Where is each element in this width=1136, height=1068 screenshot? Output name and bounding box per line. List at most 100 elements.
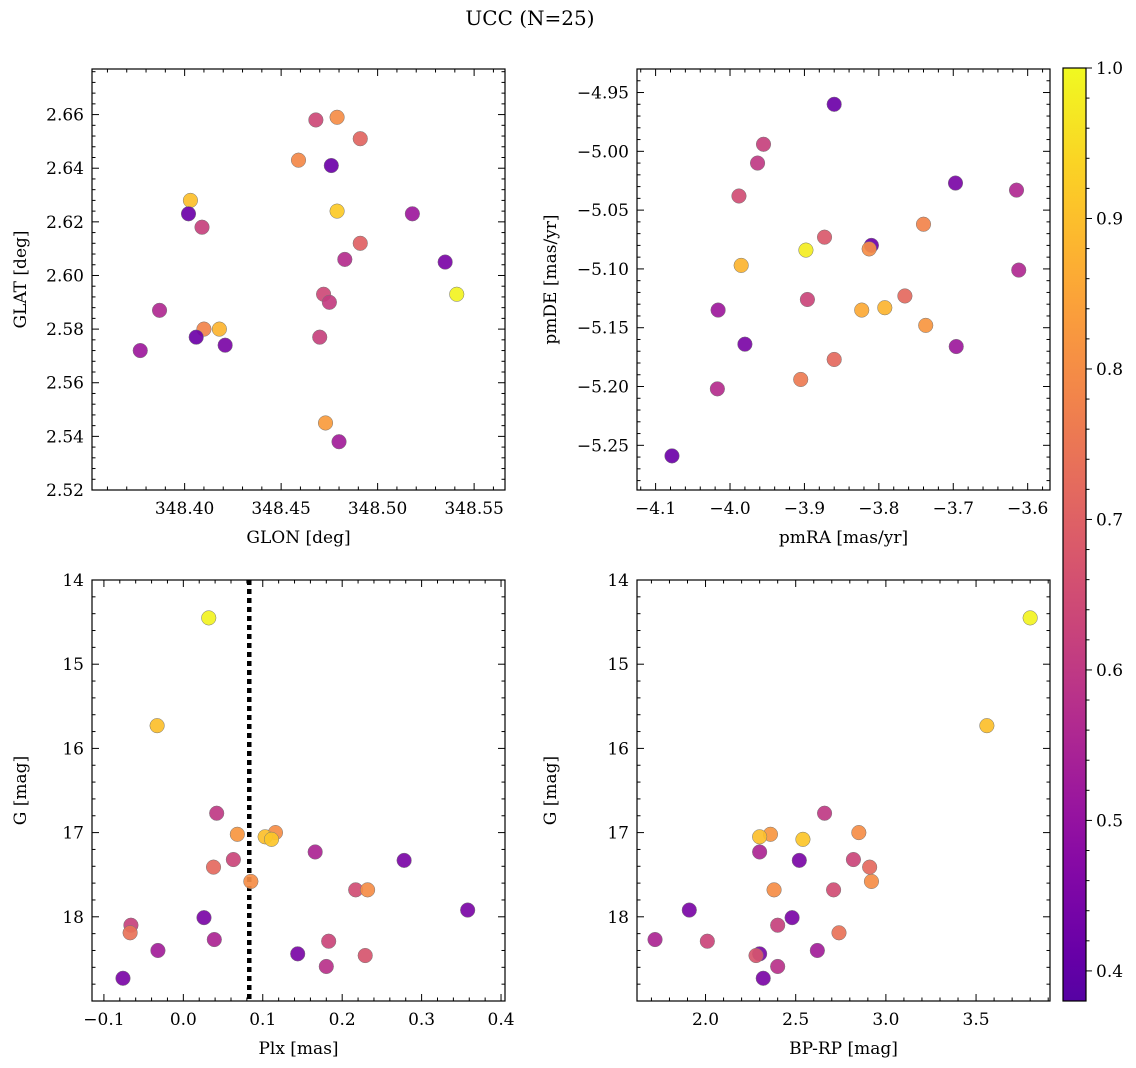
y-tick-label: −4.95 [577,84,629,104]
data-point [861,241,877,257]
y-tick-label: 2.64 [46,159,84,179]
data-point [323,157,339,174]
data-point [307,844,323,860]
y-tick-label: 16 [607,739,629,759]
y-tick-label: 16 [62,739,84,759]
x-tick-label: −4.0 [709,499,750,519]
colorbar-tick-label: 0.7 [1096,510,1123,530]
x-tick-label: 3.0 [872,1010,899,1030]
data-point [149,718,165,734]
y-tick-label: 2.54 [46,427,84,447]
scatter-panel-3: −0.1 0.0 0.1 0.2 0.3 0.4 14 15 16 17 18 Plx [mas] G … [11,571,515,1059]
data-point [863,873,880,889]
data-point [799,291,815,308]
axes-frame [636,579,1051,1002]
data-point [209,805,225,821]
data-point [211,321,227,337]
data-point [263,831,280,847]
y-tick-label: 18 [607,908,629,928]
x-axis-label: BP-RP [mag] [789,1039,898,1059]
x-axis-label: GLON [deg] [246,528,350,548]
data-point [404,206,420,222]
x-tick-label: 0.1 [249,1010,276,1030]
scatter-panel-4: 2.0 2.5 3.0 3.5 14 15 16 17 18 BP-RP [mag] G [mag] [541,571,1051,1059]
x-tick-label: 348.50 [348,499,407,519]
y-tick-label: 15 [607,655,629,675]
data-point [918,317,934,333]
y-tick-label: 17 [607,824,629,844]
data-point [329,203,345,219]
colorbar-tick-label: 0.4 [1096,962,1123,982]
y-tick-label: −5.10 [577,260,629,280]
data-point [229,826,245,842]
y-tick-label: 14 [607,571,629,591]
data-point [770,917,786,933]
data-point [196,910,212,926]
data-point [851,825,867,841]
data-point [206,931,222,948]
data-point [352,131,368,147]
data-point [1011,262,1027,278]
y-tick-label: 2.56 [46,374,84,394]
x-tick-label: 348.40 [155,499,214,519]
data-point [681,902,697,918]
y-tick-label: 2.62 [46,213,84,233]
data-point [122,925,138,941]
data-point [460,902,476,918]
data-point [854,302,870,318]
y-tick-label: 17 [62,824,84,844]
y-axis-label: GLAT [deg] [11,230,31,328]
data-point [437,254,453,270]
data-point [217,337,233,353]
data-point [748,947,764,964]
data-point [664,448,680,464]
data-point [331,434,347,450]
x-tick-label: 3.5 [963,1010,990,1030]
y-tick-label: 15 [62,655,84,675]
data-point [795,831,811,847]
y-axis-label: G [mag] [11,756,31,825]
x-tick-label: 2.0 [692,1010,719,1030]
x-tick-label: 348.45 [251,499,310,519]
data-point [1008,182,1025,198]
data-point [737,336,753,352]
axes-frame [636,68,1051,491]
data-point [194,219,210,235]
axes-frame [91,68,506,491]
data-point [816,229,833,245]
data-point [225,851,241,868]
data-point [826,351,842,368]
x-tick-label: −0.1 [83,1010,124,1030]
data-point [290,946,306,962]
data-point [791,852,807,868]
x-tick-label: 0.0 [170,1010,197,1030]
data-point [699,933,715,949]
y-tick-label: 18 [62,908,84,928]
data-point [948,338,964,355]
data-point [784,910,800,926]
x-tick-label: −3.7 [933,499,974,519]
data-point [321,294,337,310]
y-axis-label: G [mag] [541,756,561,825]
data-point [360,882,376,898]
data-point [877,300,893,316]
colorbar: 0.4 0.5 0.6 0.7 0.8 0.9 1.0 [1062,59,1123,1002]
data-point [201,610,217,626]
axes-frame [91,579,506,1002]
y-tick-label: 14 [62,571,84,591]
data-point [188,329,204,345]
data-point [352,235,368,251]
y-tick-label: −5.15 [577,319,629,339]
x-tick-label: 2.5 [782,1010,809,1030]
data-point [150,942,166,959]
x-tick-label: −4.1 [635,499,676,519]
data-point [826,96,842,112]
y-tick-label: −5.20 [577,378,629,398]
x-tick-label: −3.9 [784,499,825,519]
data-point [357,947,373,964]
data-point [396,852,412,868]
data-point [798,242,814,258]
colorbar-tick-label: 0.5 [1096,811,1123,831]
y-tick-label: 2.58 [46,320,84,340]
